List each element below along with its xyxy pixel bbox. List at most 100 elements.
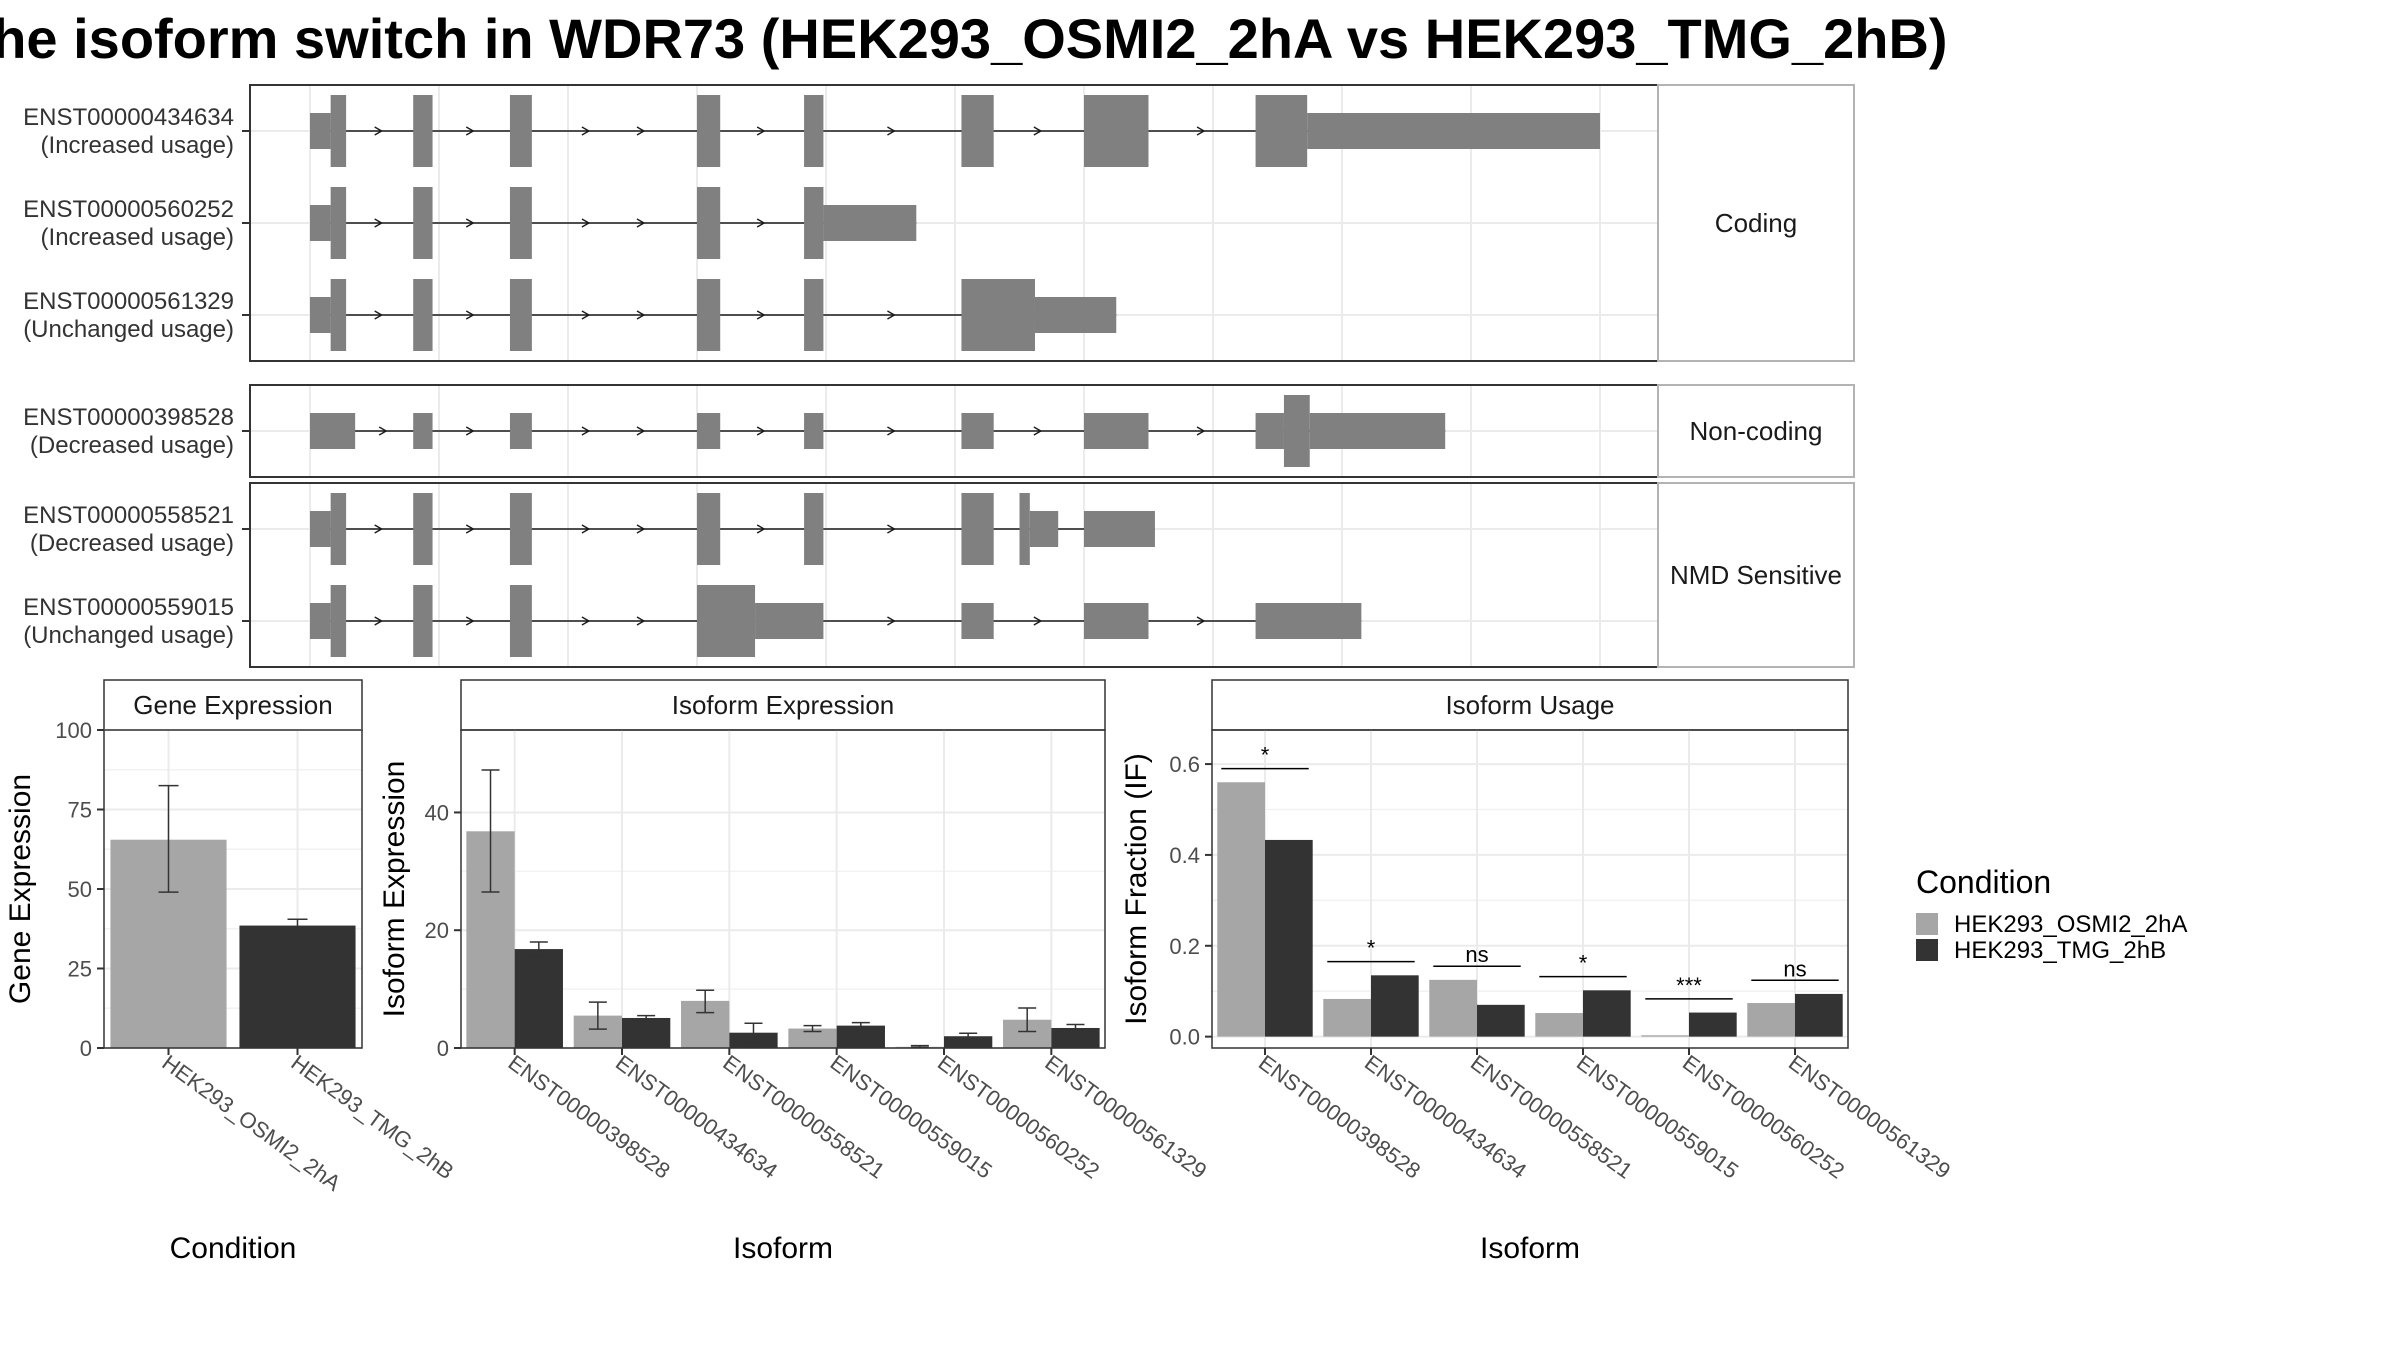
intron-arrow bbox=[636, 426, 646, 436]
chart-strip bbox=[103, 679, 363, 731]
coding-exon bbox=[697, 187, 721, 259]
significance-label: * bbox=[1579, 951, 1588, 976]
intron-arrow bbox=[756, 426, 766, 436]
legend-key bbox=[1916, 939, 1938, 961]
utr-exon bbox=[1034, 297, 1117, 333]
coding-exon bbox=[697, 585, 756, 657]
intron-arrow bbox=[887, 310, 896, 320]
chart-panel-border bbox=[460, 729, 1106, 1049]
transcript-structure-panel: ENST00000434634(Increased usage)ENST0000… bbox=[23, 84, 1855, 668]
bar bbox=[944, 1036, 993, 1048]
bar bbox=[1689, 1012, 1737, 1037]
bar bbox=[514, 949, 563, 1048]
intron-arrow bbox=[465, 524, 475, 534]
coding-exon bbox=[330, 493, 347, 565]
intron-arrow bbox=[465, 616, 475, 626]
intron-arrow bbox=[636, 310, 646, 320]
intron-arrow bbox=[756, 218, 766, 228]
intron-arrow bbox=[1033, 126, 1043, 136]
coding-exon bbox=[804, 493, 824, 565]
intron-arrow bbox=[1196, 616, 1206, 626]
intron-arrow bbox=[374, 126, 384, 136]
utr-exon bbox=[1255, 603, 1362, 639]
utr-exon bbox=[310, 511, 331, 547]
utr-exon bbox=[1084, 413, 1149, 449]
utr-exon bbox=[1309, 413, 1446, 449]
transcript-id-label: ENST00000434634 bbox=[23, 104, 234, 131]
intron-arrow bbox=[581, 218, 591, 228]
facet-strip-label: NMD Sensitive bbox=[1670, 560, 1842, 590]
x-axis-title: Isoform bbox=[1480, 1232, 1580, 1265]
intron-arrow bbox=[374, 524, 384, 534]
coding-exon bbox=[697, 493, 721, 565]
coding-exon bbox=[697, 279, 721, 351]
y-tick-label: 0.4 bbox=[1169, 843, 1200, 868]
facet-strip bbox=[1657, 384, 1855, 478]
utr-exon bbox=[961, 413, 994, 449]
coding-exon bbox=[413, 187, 433, 259]
y-axis-title: Isoform Fraction (IF) bbox=[1120, 753, 1153, 1025]
bar bbox=[1583, 990, 1631, 1037]
intron-arrow bbox=[581, 426, 591, 436]
intron-arrow bbox=[374, 616, 384, 626]
y-axis-title: Isoform Expression bbox=[378, 761, 411, 1018]
facet-strip-label: Non-coding bbox=[1690, 416, 1823, 446]
intron-arrow bbox=[887, 524, 896, 534]
significance-label: ns bbox=[1783, 956, 1806, 981]
intron-arrow bbox=[887, 616, 896, 626]
coding-exon bbox=[330, 95, 347, 167]
bar bbox=[1323, 998, 1371, 1037]
legend-title: Condition bbox=[1916, 864, 2051, 900]
intron-arrow bbox=[1196, 126, 1206, 136]
bar bbox=[1217, 782, 1265, 1037]
transcript-usage-label: (Increased usage) bbox=[41, 132, 234, 159]
x-axis-title: Condition bbox=[170, 1232, 297, 1265]
intron-arrow bbox=[636, 524, 646, 534]
intron-arrow bbox=[1196, 426, 1206, 436]
coding-exon bbox=[509, 585, 532, 657]
y-tick-label: 75 bbox=[68, 798, 92, 823]
intron-arrow bbox=[756, 126, 766, 136]
coding-exon bbox=[961, 493, 994, 565]
chart-panel-border bbox=[1211, 729, 1849, 1049]
intron-arrow bbox=[756, 524, 766, 534]
y-tick-label: 20 bbox=[425, 918, 449, 943]
utr-exon bbox=[509, 413, 532, 449]
intron-arrow bbox=[581, 524, 591, 534]
facet-strip-label: Coding bbox=[1715, 208, 1797, 238]
coding-exon bbox=[330, 279, 347, 351]
coding-exon bbox=[961, 279, 1035, 351]
bar bbox=[1535, 1013, 1583, 1037]
utr-exon bbox=[310, 603, 331, 639]
coding-exon bbox=[961, 95, 994, 167]
intron-arrow bbox=[465, 126, 475, 136]
chart-panel-border bbox=[103, 729, 363, 1049]
y-tick-label: 0 bbox=[80, 1036, 92, 1061]
coding-exon bbox=[330, 585, 347, 657]
intron-arrow bbox=[756, 310, 766, 320]
bar bbox=[1641, 1035, 1689, 1037]
intron-arrow bbox=[636, 126, 646, 136]
intron-arrow bbox=[581, 616, 591, 626]
coding-exon bbox=[413, 493, 433, 565]
utr-exon bbox=[310, 297, 331, 333]
utr-exon bbox=[823, 205, 917, 241]
legend-item-label: HEK293_OSMI2_2hA bbox=[1954, 911, 2187, 938]
coding-exon bbox=[413, 585, 433, 657]
coding-exon bbox=[1255, 95, 1308, 167]
intron-arrow bbox=[378, 426, 388, 436]
coding-exon bbox=[413, 95, 433, 167]
utr-exon bbox=[1084, 511, 1155, 547]
coding-exon bbox=[330, 187, 347, 259]
chart-title: Gene Expression bbox=[133, 690, 332, 720]
transcript-id-label: ENST00000561329 bbox=[23, 288, 234, 315]
y-tick-label: 50 bbox=[68, 877, 92, 902]
bar bbox=[788, 1028, 837, 1048]
intron-arrow bbox=[465, 310, 475, 320]
transcript-usage-label: (Increased usage) bbox=[41, 224, 234, 251]
bar bbox=[1265, 839, 1313, 1037]
transcript-id-label: ENST00000398528 bbox=[23, 404, 234, 431]
intron-arrow bbox=[636, 616, 646, 626]
